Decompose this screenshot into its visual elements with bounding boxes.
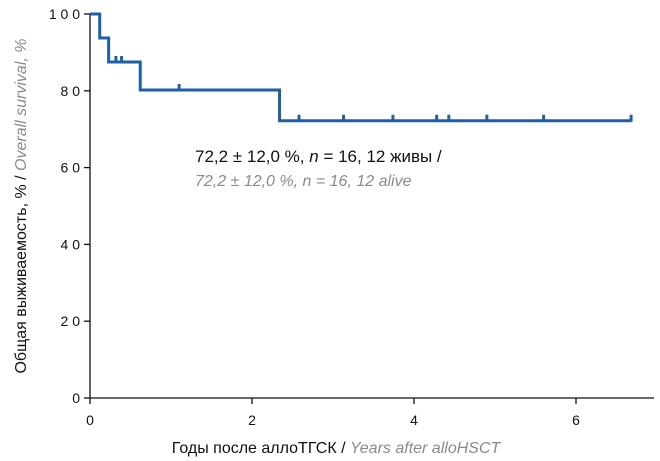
x-tick-label: 0 [86, 412, 94, 428]
y-axis-label: Общая выживаемость, % / Overall survival… [13, 38, 30, 373]
annotation-line-1: 72,2 ± 12,0 %, n = 16, 12 живы / [195, 147, 442, 166]
x-tick-label: 4 [410, 412, 418, 428]
axes [89, 14, 654, 399]
y-tick-label: 0 [72, 390, 80, 406]
x-ticks: 0 2 4 6 [86, 398, 580, 428]
x-axis-label: Годы после аллоТГСК / Years after alloHS… [172, 440, 502, 457]
x-tick-label: 2 [248, 412, 256, 428]
y-ticks: 0 2 0 4 0 6 0 8 0 1 0 0 [49, 6, 90, 406]
series-group [90, 12, 633, 123]
y-tick-label: 8 0 [61, 83, 81, 99]
y-tick-label: 1 0 0 [49, 6, 80, 22]
y-tick-label: 2 0 [61, 313, 81, 329]
y-tick-label: 6 0 [61, 160, 81, 176]
x-tick-label: 6 [572, 412, 580, 428]
survival-curve [90, 12, 632, 123]
annotation-line-2: 72,2 ± 12,0 %, n = 16, 12 alive [195, 173, 412, 190]
y-tick-label: 4 0 [61, 236, 81, 252]
